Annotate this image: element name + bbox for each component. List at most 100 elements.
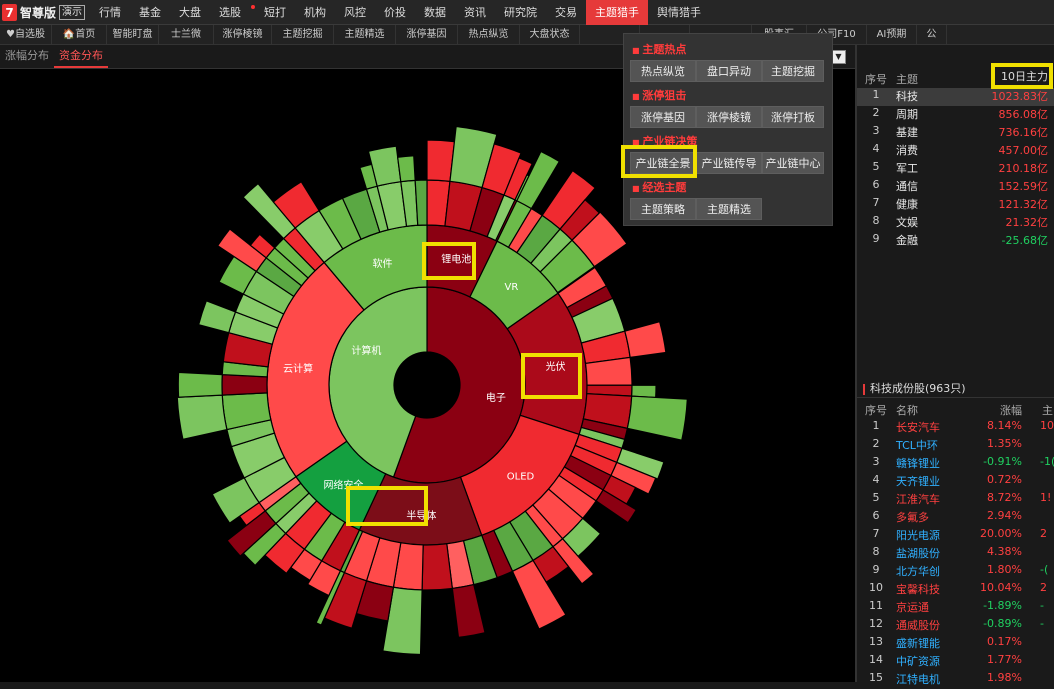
segment-stock-outer[interactable] [176,394,228,441]
demo-badge: 演示 [59,5,86,20]
col-theme[interactable]: 主题 [896,73,918,86]
stock-pct: 8.72% [987,491,1022,504]
nav-item-5[interactable]: 机构 [304,6,326,19]
stock-pct: 10.04% [980,581,1022,594]
quick-nav-4[interactable]: 涨停棱镜 [214,25,272,45]
stock-row[interactable]: 15 江特电机 1.98% [857,671,1054,689]
stock-row[interactable]: 14 中矿资源 1.77% [857,653,1054,671]
sector-row[interactable]: 3 基建 736.16亿 [857,124,1054,142]
segment-stock-outer[interactable] [177,371,223,398]
sector-name: 消费 [896,144,918,157]
segment-stock-outer[interactable] [397,155,416,183]
tab-1[interactable]: 资金分布 [54,46,108,68]
sector-row[interactable]: 7 健康 121.32亿 [857,196,1054,214]
menu-button[interactable]: 产业链中心 [762,152,824,174]
quick-nav-5[interactable]: 主题挖掘 [272,25,334,45]
stock-row[interactable]: 9 北方华创 1.80% -( [857,563,1054,581]
row-no: 2 [872,437,880,450]
menu-button[interactable]: 热点纵览 [630,60,696,82]
quick-nav-2[interactable]: 智能盯盘 [107,25,159,45]
col-no[interactable]: 序号 [865,404,887,417]
quick-nav-9[interactable]: 大盘状态 [520,25,580,45]
menu-button[interactable]: 主题挖掘 [762,60,824,82]
nav-item-9[interactable]: 资讯 [464,6,486,19]
menu-button[interactable]: 主题精选 [696,198,762,220]
menu-button[interactable]: 盘口异动 [696,60,762,82]
quick-nav-16[interactable]: 公 [917,25,947,45]
segment-stock[interactable] [221,373,268,396]
stock-main: - [1040,617,1044,630]
stock-row[interactable]: 4 天齐锂业 0.72% [857,473,1054,491]
quick-nav-1[interactable]: 🏠首页 [52,25,107,45]
stock-row[interactable]: 3 赣锋锂业 -0.91% -1( [857,455,1054,473]
segment-stock-outer[interactable] [451,583,486,639]
col-10day-main[interactable]: 10日主力 [1001,70,1048,83]
row-no: 1 [872,88,880,101]
sector-row[interactable]: 2 周期 856.08亿 [857,106,1054,124]
sector-row[interactable]: 4 消费 457.00亿 [857,142,1054,160]
menu-button[interactable]: 涨停基因 [630,106,696,128]
sector-row[interactable]: 5 军工 210.18亿 [857,160,1054,178]
quick-nav-0[interactable]: ♥自选股 [0,25,52,45]
nav-item-0[interactable]: 行情 [99,6,121,19]
row-no: 4 [872,142,880,155]
nav-item-7[interactable]: 价投 [384,6,406,19]
sector-row[interactable]: 8 文娱 21.32亿 [857,214,1054,232]
sector-row[interactable]: 6 通信 152.59亿 [857,178,1054,196]
menu-button[interactable]: 主题策略 [630,198,696,220]
quick-nav-6[interactable]: 主题精选 [334,25,396,45]
nav-item-2[interactable]: 大盘 [179,6,201,19]
quick-nav-15[interactable]: AI预期 [867,25,917,45]
tab-0[interactable]: 涨幅分布 [5,49,49,62]
stock-row[interactable]: 11 京运通 -1.89% - [857,599,1054,617]
panel-divider [855,45,857,682]
stock-row[interactable]: 13 盛新锂能 0.17% [857,635,1054,653]
stock-row[interactable]: 8 盐湖股份 4.38% [857,545,1054,563]
sector-row[interactable]: 1 科技 1023.83亿 [857,88,1054,106]
menu-button[interactable]: 产业链传导 [696,152,762,174]
col-pct[interactable]: 涨幅 [1000,404,1022,417]
col-name[interactable]: 名称 [896,404,918,417]
segment-stock-outer[interactable] [197,300,237,334]
stock-row[interactable]: 1 长安汽车 8.14% 10 [857,419,1054,437]
main-flow-value: 210.18亿 [998,162,1049,175]
nav-item-1[interactable]: 基金 [139,6,161,19]
col-main[interactable]: 主 [1042,404,1053,417]
sector-table: 1 科技 1023.83亿 2 周期 856.08亿 3 基建 736.16亿 4 消费 457.00… [857,88,1054,250]
sector-row[interactable]: 9 金融 -25.68亿 [857,232,1054,250]
quick-nav-14[interactable]: 公司F10 [807,25,867,45]
quick-nav-8[interactable]: 热点纵览 [458,25,520,45]
nav-item-8[interactable]: 数据 [424,6,446,19]
menu-button[interactable]: 涨停棱镜 [696,106,762,128]
nav-item-11[interactable]: 交易 [555,6,577,19]
period-dropdown[interactable]: ▼ [831,50,846,64]
stock-row[interactable]: 12 通威股份 -0.89% - [857,617,1054,635]
segment-stock-outer[interactable] [571,211,628,268]
stock-row[interactable]: 6 多氟多 2.94% [857,509,1054,527]
nav-item-12[interactable]: 主题猎手 [586,0,648,25]
segment-stock[interactable] [421,543,454,591]
stock-row[interactable]: 10 宝馨科技 10.04% 2 [857,581,1054,599]
nav-item-6[interactable]: 风控 [344,6,366,19]
stock-row[interactable]: 7 阳光电源 20.00% 2 [857,527,1054,545]
stock-name: 赣锋锂业 [896,457,940,470]
segment-stock-outer[interactable] [631,384,657,399]
nav-item-3[interactable]: 选股 [219,6,241,19]
nav-item-13[interactable]: 舆情猎手 [657,6,701,19]
stock-row[interactable]: 5 江淮汽车 8.72% 1! [857,491,1054,509]
menu-button[interactable]: 产业链全景 [630,152,696,174]
stock-name: 宝馨科技 [896,583,940,596]
quick-nav-3[interactable]: 士兰微 [159,25,214,45]
menu-button[interactable]: 涨停打板 [762,106,824,128]
segment-stock-outer[interactable] [626,395,688,441]
quick-nav-7[interactable]: 涨停基因 [396,25,458,45]
col-no[interactable]: 序号 [865,73,887,86]
segment-stock[interactable] [414,179,428,226]
nav-item-10[interactable]: 研究院 [504,6,537,19]
row-no: 5 [872,160,880,173]
row-no: 7 [872,527,880,540]
stock-row[interactable]: 2 TCL中环 1.35% [857,437,1054,455]
sector-name: 通信 [896,180,918,193]
segment-stock-outer[interactable] [624,320,667,359]
nav-item-4[interactable]: 短打 [264,6,286,19]
